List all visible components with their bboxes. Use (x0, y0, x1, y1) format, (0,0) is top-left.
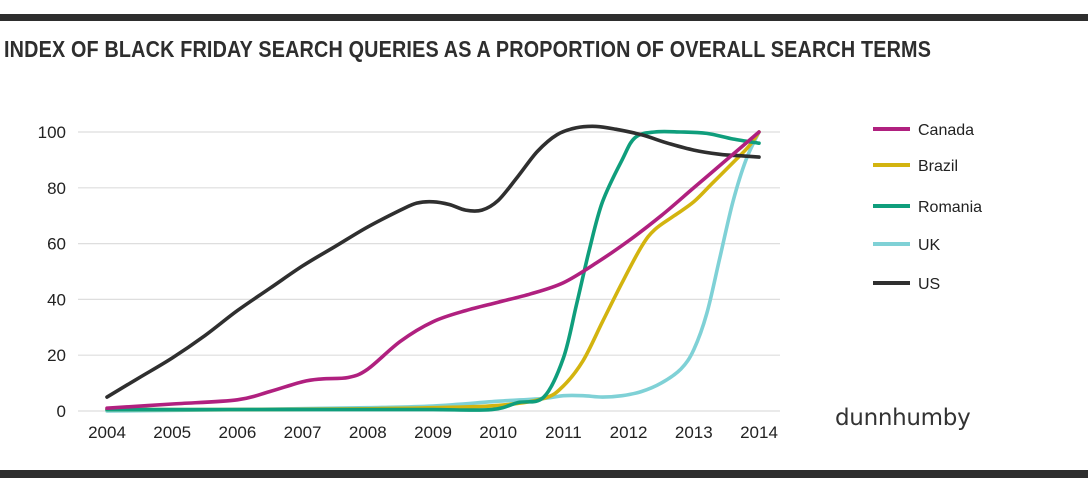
series-lines (105, 124, 761, 413)
series-line-us (105, 124, 761, 399)
y-tick-label: 80 (47, 179, 66, 198)
series-line-romania (105, 129, 761, 412)
x-tick-label: 2006 (218, 423, 256, 442)
x-tick-label: 2005 (153, 423, 191, 442)
x-tick-label: 2013 (675, 423, 713, 442)
legend-label-romania: Romania (918, 199, 982, 216)
x-tick-label: 2011 (545, 423, 582, 442)
y-tick-label: 20 (47, 346, 66, 365)
y-tick-label: 60 (47, 235, 66, 254)
bottom-rule (0, 470, 1088, 478)
series-line-canada (105, 130, 761, 410)
x-tick-label: 2009 (414, 423, 452, 442)
x-tick-label: 2004 (88, 423, 126, 442)
x-tick-label: 2012 (610, 423, 648, 442)
y-tick-label: 0 (57, 402, 66, 421)
y-tick-label: 40 (47, 290, 66, 309)
y-axis-ticks: 0 20 40 60 80 100 (38, 123, 66, 421)
series-line-brazil (105, 130, 761, 412)
x-tick-label: 2014 (740, 423, 778, 442)
x-axis-ticks: 2004 2005 2006 2007 2008 2009 2010 2011 2012 2013… (88, 423, 778, 442)
legend-label-uk: UK (918, 237, 941, 254)
top-rule (0, 14, 1088, 21)
legend-label-brazil: Brazil (918, 158, 958, 175)
x-tick-label: 2007 (284, 423, 322, 442)
chart-title: INDEX OF BLACK FRIDAY SEARCH QUERIES AS … (4, 36, 932, 62)
grid-lines (78, 131, 780, 412)
brand-logo: dunnhumby (835, 405, 971, 431)
y-tick-label: 100 (38, 123, 66, 142)
legend: Canada Brazil Romania UK US (873, 122, 982, 293)
legend-label-us: US (918, 276, 940, 293)
x-tick-label: 2010 (479, 423, 517, 442)
legend-label-canada: Canada (918, 122, 974, 139)
series-line-uk (105, 130, 761, 413)
x-tick-label: 2008 (349, 423, 387, 442)
